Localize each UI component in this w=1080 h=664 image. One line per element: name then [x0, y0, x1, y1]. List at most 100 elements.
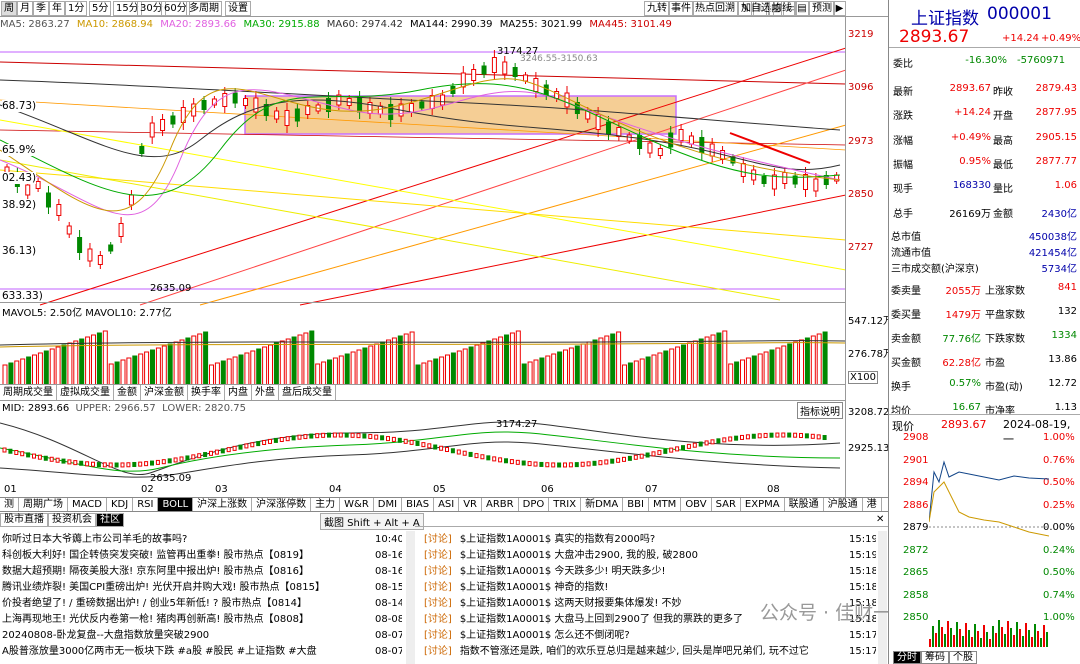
tab-outer[interactable]: 外盘: [252, 385, 279, 400]
indicator-tab[interactable]: MTM: [649, 498, 682, 511]
period-week[interactable]: 周: [1, 1, 17, 16]
breadth-value: 77.76亿: [942, 334, 981, 345]
boll-candle: [91, 461, 95, 467]
boll-candle: [191, 454, 196, 460]
discuss-item[interactable]: [讨论] $上证指数1A0001$ 大盘马上回到2900了 但我的票跌的更多了 15…: [424, 612, 876, 628]
indicator-tab[interactable]: 沪股通: [824, 498, 863, 511]
layout-icon[interactable]: ▤: [795, 1, 809, 16]
discuss-time: 15:18: [849, 580, 876, 596]
tab-chips[interactable]: 筹码: [921, 651, 949, 664]
indicator-tab[interactable]: MACD: [68, 498, 107, 511]
discuss-item[interactable]: [讨论] $上证指数1A0001$ 今天跌多少! 明天跌多少! 15:18: [424, 564, 876, 580]
tab-live[interactable]: 股市直播: [0, 513, 48, 527]
tab-period-volume[interactable]: 周期成交量: [0, 385, 57, 400]
indicator-help-button[interactable]: 指标说明: [797, 402, 843, 419]
period-1min[interactable]: 1分: [65, 1, 88, 16]
multi-period[interactable]: 多周期: [186, 1, 222, 16]
volume-bar: [763, 351, 769, 385]
discuss-item[interactable]: [讨论] 指数不管涨还是跌, 咱们的欢乐豆总归是越来越少, 回头是岸吧兄弟们, 玩…: [424, 644, 876, 660]
period-5min[interactable]: 5分: [89, 1, 112, 16]
indicator-tab[interactable]: KDJ: [107, 498, 134, 511]
indicator-tab[interactable]: RSI: [133, 498, 159, 511]
boll-candle: [822, 435, 827, 441]
discuss-scrollbar[interactable]: [878, 531, 887, 664]
discuss-item[interactable]: [讨论] $上证指数1A0001$ 神奇的指数! 15:18: [424, 580, 876, 596]
indicator-tab[interactable]: SAR: [712, 498, 741, 511]
tab-stock[interactable]: 个股: [949, 651, 977, 664]
news-item[interactable]: 上海再现地王! 光伏反内卷第一枪! 猪肉再创新高! 股市热点【0808】 08-0…: [2, 612, 402, 628]
add-watchlist-button[interactable]: 加自选: [738, 1, 774, 16]
tab-sh-sz-amount[interactable]: 沪深金额: [141, 385, 188, 400]
tab-timeshare[interactable]: 分时: [893, 651, 921, 664]
indicator-tab[interactable]: 测: [0, 498, 19, 511]
indicator-tab[interactable]: 港: [863, 498, 882, 511]
indicator-tab[interactable]: 周期广场: [19, 498, 68, 511]
indicator-tab[interactable]: TRIX: [549, 498, 582, 511]
volume-bar: [622, 364, 627, 385]
discuss-item[interactable]: [讨论] $上证指数1A0001$ 大盘冲击2900, 我的股, 破2800 15:…: [424, 548, 876, 564]
candlestick-chart[interactable]: 3174.27 2635.09 3246.55-3150.63: [0, 30, 846, 310]
period-15min[interactable]: 15分: [113, 1, 142, 16]
news-item[interactable]: 科创板大利好! 国企转债突发突破! 监管再出重拳! 股市热点【0819】 08-1…: [2, 548, 402, 564]
news-item[interactable]: 腾讯业绩炸裂! 美国CPI重磅出炉! 光伏开启并购大戏! 股市热点【0815】 0…: [2, 580, 402, 596]
tab-turnover[interactable]: 换手率: [188, 385, 225, 400]
indicator-tab[interactable]: 新DMA: [581, 498, 624, 511]
news-scrollbar[interactable]: [406, 531, 415, 664]
period-year[interactable]: 年: [49, 1, 65, 16]
indicator-tab[interactable]: 主力: [311, 498, 341, 511]
screenshot-hint[interactable]: 截图 Shift + Alt + A: [320, 513, 424, 530]
indicator-tab[interactable]: OBV: [681, 498, 712, 511]
settings-button[interactable]: 设置: [225, 1, 251, 16]
indicator-tab[interactable]: 联股通: [785, 498, 824, 511]
close-icon[interactable]: ✕: [876, 514, 885, 525]
indicator-tab[interactable]: BOLL: [158, 498, 194, 511]
indicator-tab[interactable]: BIAS: [402, 498, 435, 511]
period-60min[interactable]: 60分: [161, 1, 190, 16]
indicator-tab[interactable]: EXPMA: [741, 498, 785, 511]
nine-turn-button[interactable]: 九转: [644, 1, 670, 16]
period-30min[interactable]: 30分: [137, 1, 166, 16]
news-item[interactable]: A股普涨放量3000亿两市无一板块下跌 #a股 #股民 #上证指数 #大盘 08-…: [2, 644, 402, 660]
indicator-tab[interactable]: ARBR: [482, 498, 519, 511]
forecast-button[interactable]: 预测: [809, 1, 835, 16]
discuss-item[interactable]: [讨论] $上证指数1A0001$ 怎么还不倒闭呢? 15:17: [424, 628, 876, 644]
discuss-item[interactable]: [讨论] $上证指数1A0001$ 这两天财报要集体爆发! 不妙 15:18: [424, 596, 876, 612]
period-quarter[interactable]: 季: [33, 1, 49, 16]
boll-candle: [616, 457, 621, 463]
boll-candle: [315, 433, 320, 439]
news-title: 腾讯业绩炸裂! 美国CPI重磅出炉! 光伏开启并购大戏! 股市热点【0815】: [2, 582, 325, 593]
boll-candle: [368, 434, 373, 440]
tab-opportunity[interactable]: 投资机会: [48, 513, 96, 527]
tab-virtual-volume[interactable]: 虚拟成交量: [57, 385, 114, 400]
ma-button[interactable]: 均线: [769, 1, 795, 16]
volume-bar: [450, 352, 456, 385]
volume-bar: [144, 351, 150, 385]
tab-community[interactable]: 社区: [96, 513, 124, 527]
indicator-tab[interactable]: W&R: [340, 498, 374, 511]
indicator-tab[interactable]: DPO: [519, 498, 550, 511]
indicator-tab[interactable]: BBI: [623, 498, 649, 511]
indicator-tab[interactable]: 沪深上涨数: [193, 498, 253, 511]
tab-amount[interactable]: 金额: [114, 385, 141, 400]
discuss-item[interactable]: [讨论] $上证指数1A0001$ 真实的指数有2000吗? 15:19: [424, 532, 876, 548]
period-month[interactable]: 月: [17, 1, 33, 16]
indicator-tab[interactable]: DMI: [374, 498, 403, 511]
news-item[interactable]: 20240808-卧龙复盘--大盘指数放量突破2900 08-07: [2, 628, 402, 644]
indicator-tab[interactable]: ASI: [434, 498, 460, 511]
tab-inner[interactable]: 内盘: [225, 385, 252, 400]
hotspot-replay-button[interactable]: 热点回溯: [692, 1, 738, 16]
events-button[interactable]: 事件: [668, 1, 694, 16]
news-item[interactable]: 数据大超预期! 隔夜美股大涨! 京东阿里中报出炉! 股市热点【0816】 08-1…: [2, 564, 402, 580]
volume-bar: [433, 358, 439, 385]
indicator-tab[interactable]: VR: [459, 498, 483, 511]
news-item[interactable]: 你听过日本大爷薅上市公司羊毛的故事吗? 10:40: [2, 532, 402, 548]
intraday-pct-tick: 0.74%: [1043, 589, 1075, 601]
discuss-time: 15:19: [849, 532, 876, 548]
indicator-tab[interactable]: 沪深涨停数: [252, 498, 312, 511]
intraday-date: 2024-08-19,一: [1003, 418, 1071, 446]
collapse-icon[interactable]: ▶: [833, 1, 846, 16]
tab-after-hours[interactable]: 盘后成交量: [279, 385, 336, 400]
volume-bar: [102, 330, 108, 385]
news-item[interactable]: 价投者绝望了! / 重磅数据出炉! / 创业5年新低! ? 股市热点【0814】…: [2, 596, 402, 612]
boll-candle: [557, 462, 562, 468]
